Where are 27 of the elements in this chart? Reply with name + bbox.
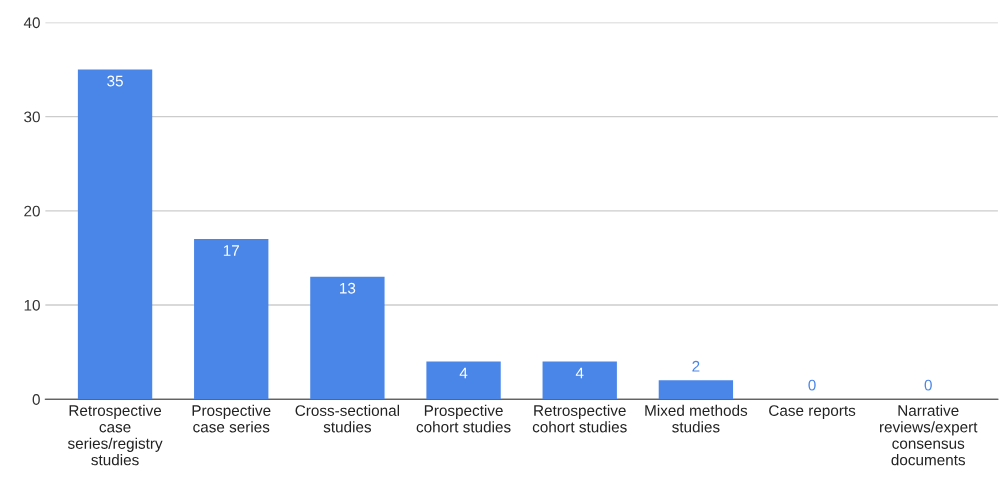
y-tick-label: 0: [32, 394, 40, 405]
bar: [658, 380, 734, 400]
data-label: 17: [223, 245, 239, 256]
y-tick-label: 30: [24, 111, 40, 123]
bar: [310, 276, 385, 400]
y-tick-label: 40: [23, 17, 40, 29]
x-tick-label: Mixed methods studies: [645, 404, 748, 433]
data-label: 35: [107, 75, 123, 87]
bar: [542, 361, 617, 400]
x-tick-label: Cross-sectional studies: [295, 404, 400, 433]
x-tick-label: Retrospective case series/registry studies: [67, 404, 163, 466]
x-tick-label: Prospective cohort studies: [416, 404, 511, 433]
x-tick-label: Prospective case series: [192, 404, 271, 433]
bar: [194, 239, 269, 400]
y-tick-label: 10: [24, 299, 40, 311]
data-label: 4: [459, 367, 468, 379]
bar: [426, 361, 501, 400]
y-tick-label: 20: [24, 205, 40, 217]
data-label: 2: [692, 360, 700, 372]
x-tick-label: Narrative reviews/expert consensus documents: [879, 404, 978, 466]
data-label: 4: [575, 367, 584, 379]
x-tick-label: Retrospective cohort studies: [532, 404, 627, 433]
data-label: 0: [808, 379, 816, 391]
data-label: 13: [340, 282, 356, 294]
data-label: 0: [924, 379, 932, 391]
x-tick-label: Case reports: [769, 405, 856, 419]
bar: [77, 69, 153, 400]
